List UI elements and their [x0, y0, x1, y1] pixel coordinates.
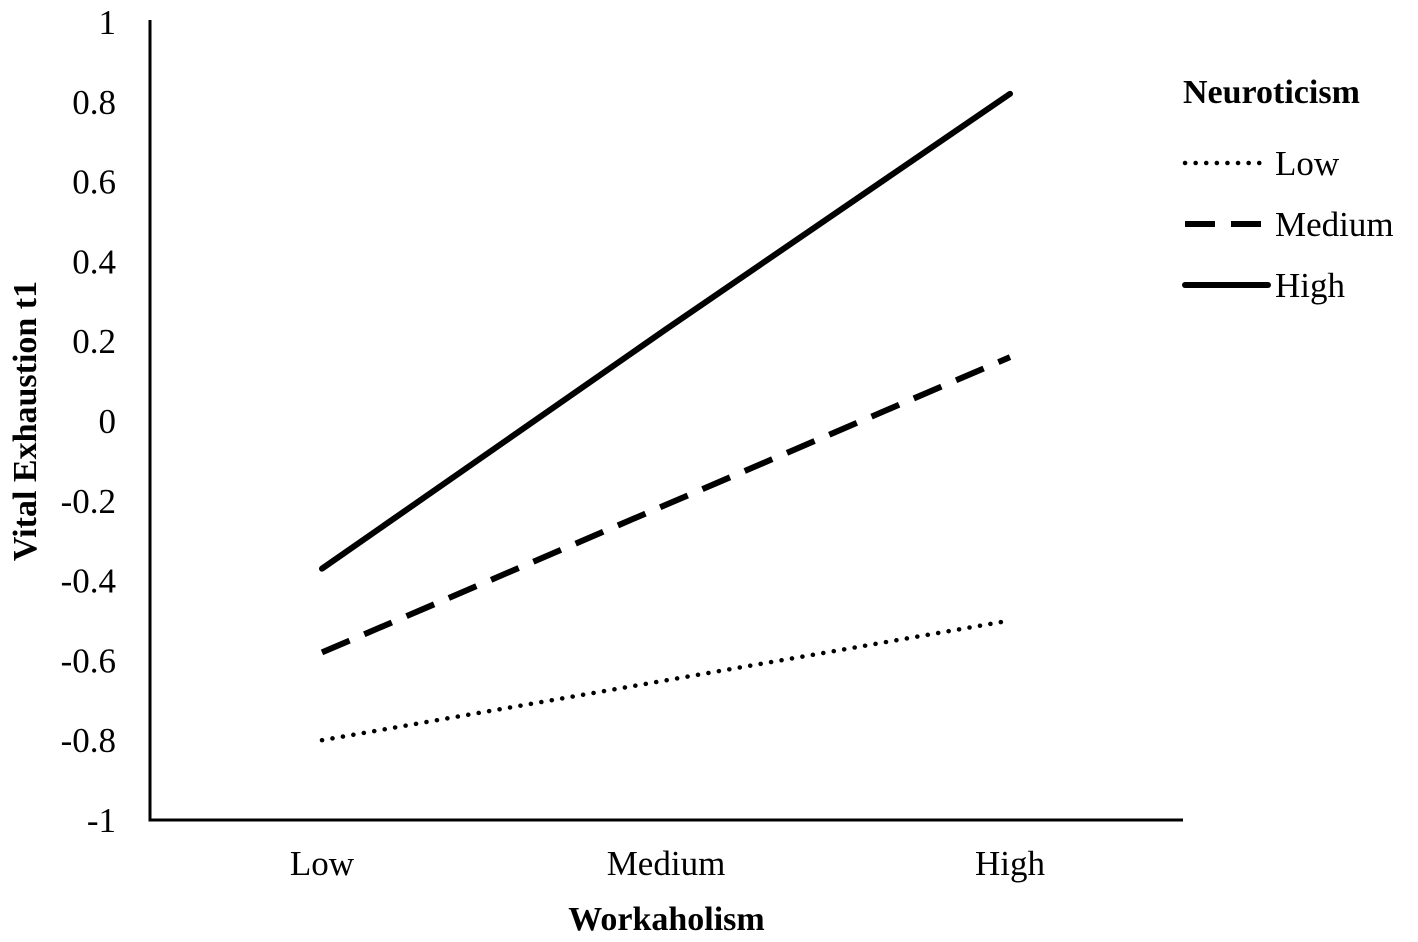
x-tick-label: High — [975, 844, 1046, 883]
y-tick-label: 1 — [99, 3, 117, 42]
y-tick-label: -0.4 — [61, 562, 116, 601]
series-line-medium — [320, 354, 1012, 656]
y-tick-label: 0.2 — [72, 322, 116, 361]
series-lines — [319, 90, 1013, 743]
y-tick-label: 0.6 — [72, 163, 116, 202]
y-tick-label: 0 — [99, 402, 117, 441]
x-tick-label: Low — [290, 844, 355, 883]
x-axis-ticks: Low Medium High — [290, 844, 1046, 883]
x-tick-label: Medium — [607, 844, 726, 883]
legend-label-medium: Medium — [1275, 205, 1394, 244]
y-tick-label: -0.6 — [61, 641, 116, 680]
x-axis-title: Workaholism — [568, 901, 764, 938]
y-tick-label: 0.4 — [72, 242, 116, 281]
y-tick-label: -0.2 — [61, 482, 116, 521]
legend-title: Neuroticism — [1183, 74, 1360, 111]
series-line-high — [319, 90, 1013, 572]
y-tick-label: -1 — [87, 801, 116, 840]
legend-label-high: High — [1275, 266, 1346, 305]
y-axis-ticks: 1 0.8 0.6 0.4 0.2 0 -0.2 -0.4 -0.6 -0.8 -1 — [61, 3, 116, 840]
legend-label-low: Low — [1275, 144, 1340, 183]
legend: Neuroticism Low Medium High — [1182, 74, 1394, 305]
y-tick-label: 0.8 — [72, 83, 116, 122]
series-line-low — [319, 618, 1013, 743]
y-axis-title: Vital Exhaustion t1 — [7, 281, 44, 561]
y-tick-label: -0.8 — [61, 721, 116, 760]
